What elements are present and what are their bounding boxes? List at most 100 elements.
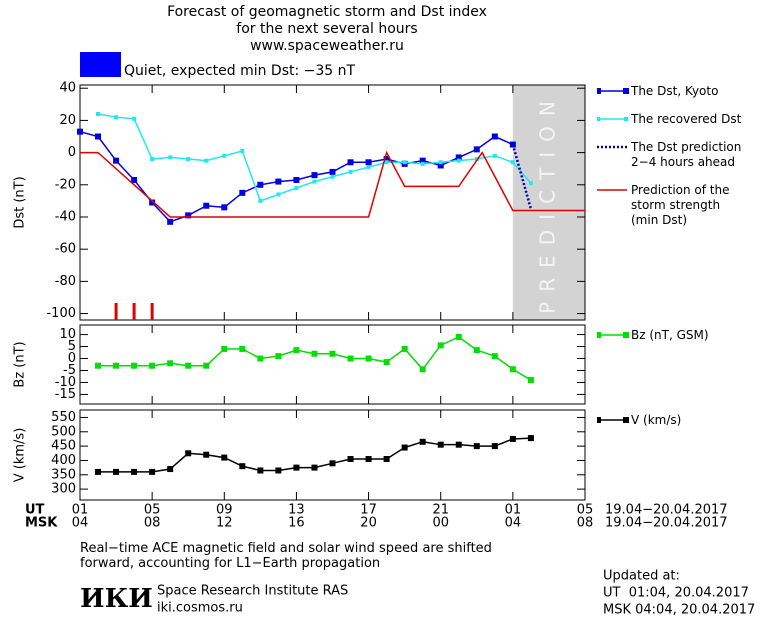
data-point [150, 157, 155, 162]
updated: MSK 04:04, 20.04.2017 [603, 603, 755, 618]
legend-label: Bz (nT, GSM) [631, 328, 709, 342]
legend-sample [597, 88, 629, 94]
y-axis-title: Bz (nT) [13, 341, 28, 387]
data-point [95, 468, 102, 475]
date-range: 19.04−20.04.2017 [605, 503, 728, 518]
data-point [329, 168, 336, 175]
x-tick-label-msk: 08 [577, 516, 594, 531]
legend: Bz (nT, GSM) [597, 328, 709, 356]
y-tick-label: 10 [59, 327, 76, 342]
data-point [167, 218, 174, 225]
data-point [401, 345, 408, 352]
data-point [474, 157, 479, 162]
data-point [420, 161, 425, 166]
chart-title: Forecast of geomagnetic storm and Dst in… [167, 4, 487, 20]
data-point [401, 444, 408, 451]
legend-marker [597, 332, 601, 338]
data-point [492, 153, 497, 158]
data-point [113, 362, 120, 369]
legend-entry: V (km/s) [597, 413, 681, 428]
y-tick-label: -20 [55, 177, 76, 192]
data-point [167, 360, 174, 367]
y-tick-label: 350 [51, 467, 76, 482]
data-point [491, 443, 498, 450]
data-point [384, 160, 389, 165]
data-point [347, 456, 354, 463]
x-tick-label-msk: 12 [216, 516, 233, 531]
x-tick-label-msk: 08 [144, 516, 161, 531]
series-line [97, 113, 532, 202]
data-point [510, 160, 515, 165]
legend-entry: The recovered Dst [597, 112, 741, 127]
x-tick-label: 09 [216, 503, 233, 518]
legend-marker [623, 88, 629, 94]
data-point [509, 435, 516, 442]
data-point [185, 450, 192, 457]
legend: V (km/s) [597, 413, 681, 441]
data-point [77, 128, 83, 135]
data-point [383, 456, 390, 463]
data-point [275, 467, 282, 474]
plot-frame [79, 324, 586, 405]
data-point [258, 198, 263, 203]
data-point [419, 366, 426, 373]
x-tick-label-msk: 04 [72, 516, 89, 531]
legend: The Dst, Kyoto The recovered Dst The Dst p… [597, 84, 741, 241]
x-tick-label-msk: 16 [288, 516, 305, 531]
chart-title: www.spaceweather.ru [250, 38, 404, 54]
data-point [312, 179, 317, 184]
legend-entry: The Dst, Kyoto [597, 84, 741, 99]
data-point [366, 165, 371, 170]
data-point [329, 460, 336, 467]
legend-marker [597, 117, 600, 121]
y-tick-label: 40 [59, 81, 76, 96]
legend-marker [624, 117, 628, 121]
data-point [149, 468, 156, 475]
y-tick-label: -10 [55, 375, 76, 390]
data-point [131, 468, 138, 475]
plot-frame [79, 84, 586, 321]
data-point [455, 441, 462, 448]
data-point [311, 350, 318, 357]
legend-sample [597, 332, 629, 338]
data-point [437, 162, 444, 169]
data-point [455, 333, 462, 340]
date-range: 19.04−20.04.2017 [605, 516, 728, 531]
data-point [257, 355, 264, 362]
data-point [257, 181, 264, 188]
data-point [257, 467, 264, 474]
site: iki.cosmos.ru [157, 601, 243, 616]
data-point [437, 342, 444, 349]
y-axis-title: V (km/s) [13, 428, 28, 483]
data-point [402, 160, 407, 165]
x-tick-label-msk: 20 [360, 516, 377, 531]
data-point [527, 377, 534, 384]
data-point [239, 463, 246, 470]
y-tick-label: -15 [55, 387, 76, 402]
updated: UT 01:04, 20.04.2017 [603, 586, 749, 601]
updated: Updated at: [603, 569, 680, 584]
y-tick-label: 300 [51, 482, 76, 497]
data-point [113, 157, 120, 164]
data-point [455, 154, 462, 161]
legend-marker [623, 332, 629, 338]
legend-sample [597, 117, 628, 121]
data-point [419, 157, 426, 164]
series-line [80, 150, 585, 218]
legend-label: Prediction of the storm strength (min Ds… [631, 183, 730, 227]
y-tick-label: -5 [63, 363, 76, 378]
y-tick-label: 550 [51, 410, 76, 425]
institute: Space Research Institute RAS [157, 584, 348, 599]
legend-marker [623, 417, 629, 423]
series-line [98, 336, 532, 381]
series-line [79, 130, 514, 223]
data-point [438, 160, 443, 165]
data-point [491, 353, 498, 360]
data-point [149, 199, 156, 206]
y-tick-label: 20 [59, 113, 76, 128]
data-point [113, 468, 120, 475]
legend-entry: The Dst prediction 2−4 hours ahead [597, 140, 741, 170]
data-point [293, 347, 300, 354]
data-point [330, 174, 335, 179]
